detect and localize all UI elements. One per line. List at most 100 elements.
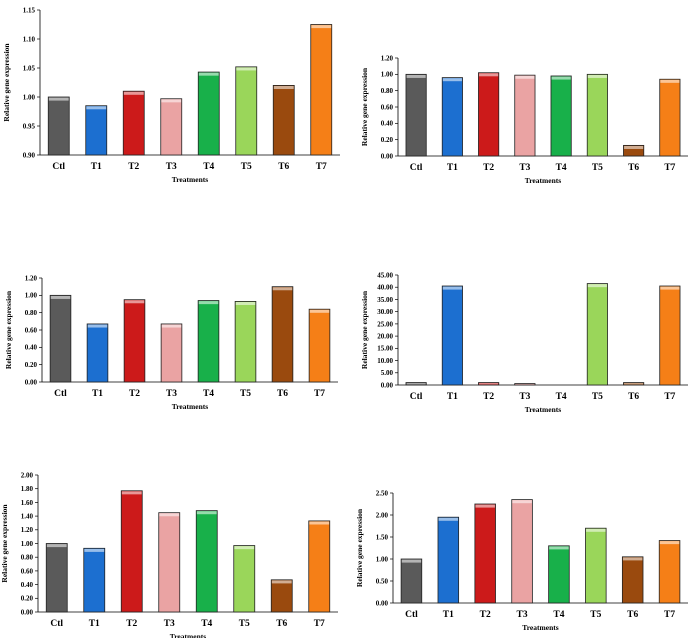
bar-highlight: [124, 300, 145, 304]
bar-highlight: [234, 546, 255, 550]
bar-t3: [160, 98, 183, 156]
bar-highlight: [659, 541, 680, 545]
y-tick-label: 2.00: [376, 511, 389, 519]
chart-panel-1: 0.90 0.95 1.00 1.05 1.10 1.15 Ctl T1 T2 T3 T4 T5 T6 T…: [0, 0, 350, 210]
chart-6: 0.00 0.50 1.00 1.50 2.00 2.50 Ctl T1 T2 T3 T4 T5 T6 T…: [355, 489, 688, 632]
y-tick-label: 45.00: [377, 271, 393, 279]
bar-t5: [586, 73, 608, 157]
y-tick-label: 0.95: [23, 122, 36, 130]
y-tick-label: 0.60: [25, 326, 38, 334]
bar-highlight: [272, 287, 293, 291]
x-tick-label: T6: [628, 392, 639, 402]
x-axis-title: Treatments: [525, 176, 561, 185]
bar-highlight: [159, 513, 180, 517]
bar-highlight: [587, 284, 607, 288]
chart-4: 0.00 5.00 10.00 15.00 20.00 25.00 30.00 35.00 40…: [360, 271, 688, 414]
bar-t2: [122, 90, 145, 156]
y-tick-label: 30.00: [377, 308, 393, 316]
bar-highlight: [123, 91, 144, 95]
bar-highlight: [660, 286, 680, 290]
x-tick-label: T2: [128, 162, 139, 172]
bar-t4: [548, 545, 570, 604]
bar-highlight: [442, 286, 462, 290]
y-tick-label: 20.00: [377, 333, 393, 341]
bar-ctl: [45, 543, 68, 613]
bar-highlight: [198, 72, 219, 76]
x-tick-label: T3: [164, 619, 175, 629]
y-tick-label: 0.00: [21, 608, 34, 616]
bar-t1: [437, 516, 460, 604]
bar-highlight: [401, 559, 422, 563]
y-axis-title: Relative gene expression: [360, 290, 369, 369]
bar-highlight: [236, 67, 257, 71]
y-axis-title: Relative gene expression: [360, 67, 369, 146]
bar-t3: [160, 323, 183, 383]
y-tick-label: 10.00: [377, 357, 393, 365]
bar-highlight: [551, 76, 571, 80]
bar-t6: [621, 556, 644, 604]
bar-t1: [86, 323, 109, 383]
bar-highlight: [161, 324, 182, 328]
bar-highlight: [438, 517, 459, 521]
bar-t4: [197, 300, 220, 383]
chart-2: 0.00 0.20 0.40 0.60 0.80 1.00 1.20 Ctl T1 T2 T3 T4 T…: [360, 54, 688, 185]
bar-highlight: [121, 491, 142, 495]
y-tick-label: 0.50: [376, 577, 389, 585]
chart-panel-2: 0.00 0.20 0.40 0.60 0.80 1.00 1.20 Ctl T1 T2 T3 T4 T…: [350, 0, 700, 210]
bar-t7: [308, 308, 331, 383]
y-tick-label: 2.50: [376, 489, 389, 497]
bar-t6: [270, 579, 293, 613]
y-tick-label: 1.20: [381, 54, 394, 62]
x-tick-label: T7: [664, 392, 675, 402]
y-tick-label: 0.00: [25, 378, 38, 386]
bar-highlight: [515, 75, 535, 79]
bar-t4: [550, 75, 572, 157]
x-tick-label: T5: [592, 392, 603, 402]
x-tick-label: T7: [314, 389, 325, 399]
bar-highlight: [46, 544, 67, 548]
chart-5: 0.00 0.20 0.40 0.60 0.80 1.00 1.20 1.40 1.60 1.80…: [0, 471, 338, 638]
bar-t3: [511, 499, 533, 604]
y-tick-label: 35.00: [377, 296, 393, 304]
x-tick-label: T5: [592, 163, 603, 173]
chart-3: 0.00 0.20 0.40 0.60 0.80 1.00 1.20 Ctl T1 T2 T3 T4 T…: [4, 274, 338, 411]
bar-highlight: [587, 74, 607, 78]
bar-highlight: [86, 106, 107, 110]
x-tick-label: T6: [278, 162, 289, 172]
y-axis-title: Relative gene expression: [355, 508, 364, 587]
y-tick-label: 1.20: [25, 274, 38, 282]
y-tick-label: 0.20: [381, 136, 394, 144]
y-tick-label: 0.60: [21, 567, 34, 575]
bar-highlight: [309, 309, 330, 313]
bar-t7: [310, 24, 333, 156]
y-axis-title: Relative gene expression: [2, 43, 11, 122]
x-tick-label: T6: [277, 389, 288, 399]
x-tick-label: T1: [92, 389, 103, 399]
x-tick-label: Ctl: [50, 619, 63, 629]
x-tick-label: Ctl: [52, 162, 65, 172]
x-tick-label: T5: [590, 610, 601, 620]
x-tick-label: T5: [240, 389, 251, 399]
bar-t1: [441, 77, 463, 157]
bar-t2: [120, 490, 143, 613]
bar-t2: [478, 72, 500, 157]
y-tick-label: 0.00: [376, 599, 389, 607]
bar-t3: [514, 74, 536, 157]
bar-t6: [272, 85, 295, 156]
y-tick-label: 0.60: [381, 103, 394, 111]
x-tick-label: T4: [203, 389, 214, 399]
bar-t1: [85, 105, 108, 156]
x-tick-label: Ctl: [410, 163, 423, 173]
y-tick-label: 0.00: [381, 381, 394, 389]
bar-t5: [585, 527, 607, 604]
chart-panel-6: 0.00 0.50 1.00 1.50 2.00 2.50 Ctl T1 T2 T3 T4 T5 T6 T…: [350, 425, 700, 638]
y-tick-label: 1.00: [381, 71, 394, 79]
chart-panel-5: 0.00 0.20 0.40 0.60 0.80 1.00 1.20 1.40 1.60 1.80…: [0, 425, 350, 638]
y-tick-label: 1.05: [23, 64, 36, 72]
bar-highlight: [475, 504, 495, 508]
y-tick-label: 0.90: [23, 151, 36, 159]
bar-highlight: [442, 78, 462, 82]
bar-t2: [474, 503, 496, 604]
x-tick-label: T4: [556, 392, 567, 402]
y-tick-label: 1.10: [23, 35, 36, 43]
